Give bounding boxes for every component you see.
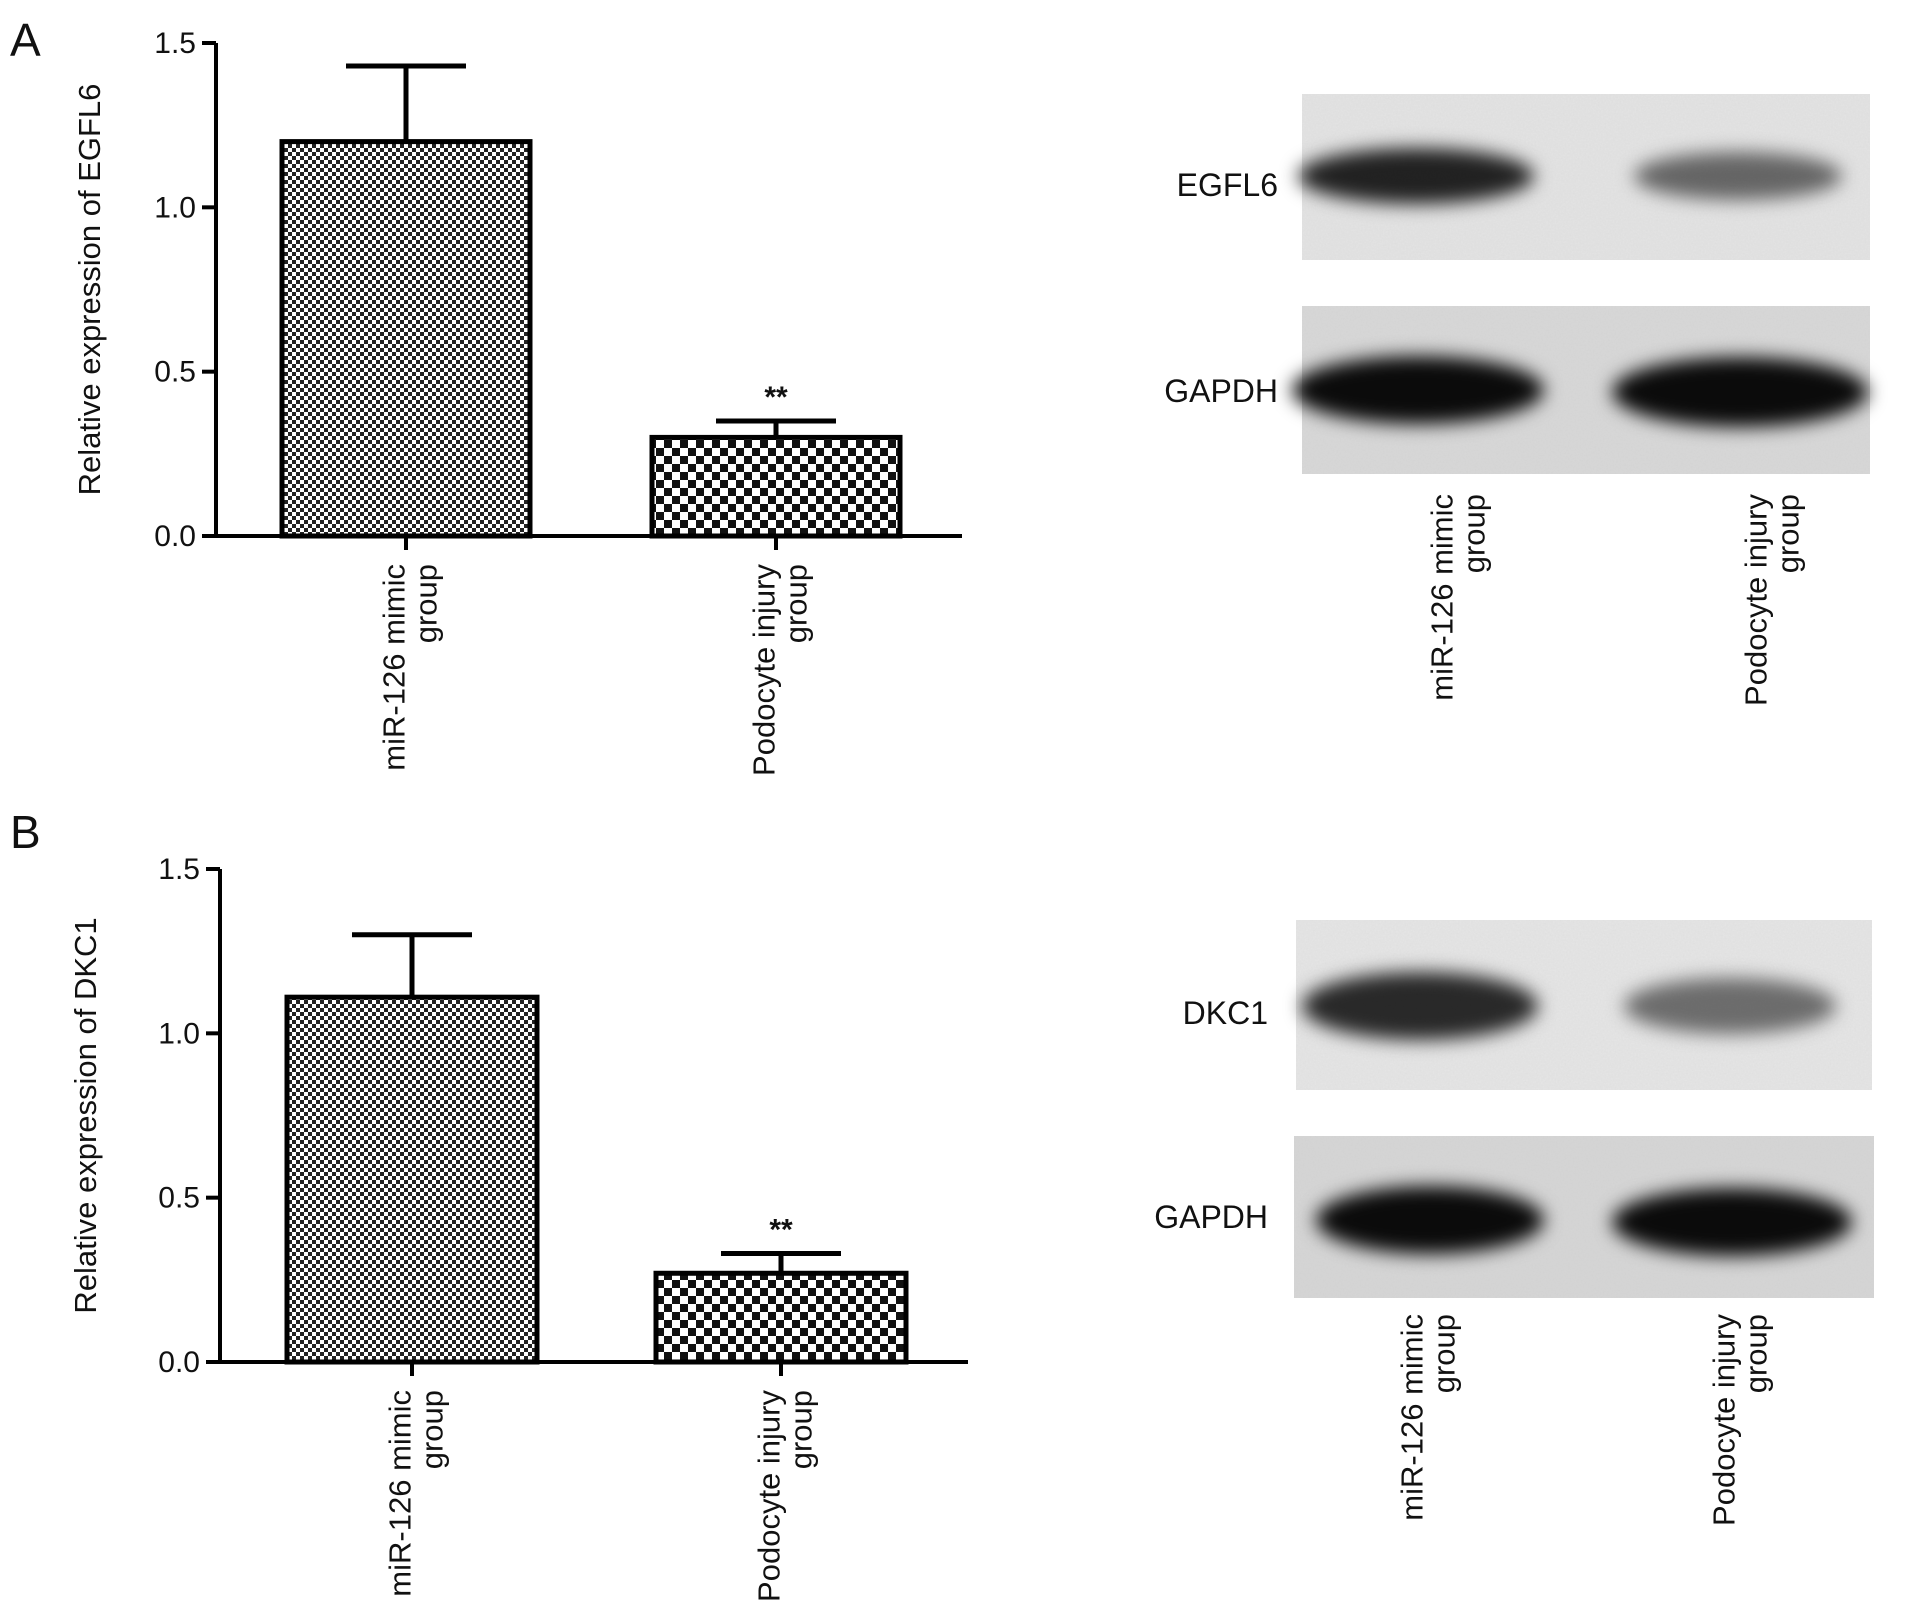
- x-tick-label-2-line1: Podocyte injury: [751, 1390, 786, 1602]
- band-gapdh-a-injury: [1612, 357, 1868, 427]
- blot-lane-label-a-injury-line1: Podocyte injury: [1738, 494, 1773, 706]
- band-egfl6-injury: [1634, 152, 1842, 200]
- y-axis-title: Relative expression of EGFL6: [72, 84, 107, 496]
- panel-letter-b: B: [10, 806, 41, 858]
- blot-label-egfl6: EGFL6: [1177, 167, 1278, 203]
- blot-label-gapdh-b: GAPDH: [1154, 1199, 1268, 1235]
- y-tick-label-3: 1.5: [154, 27, 196, 60]
- bar-1: [284, 994, 540, 1365]
- blot-lane-label-b-mimic: miR-126 mimic group: [1394, 1314, 1461, 1521]
- blot-strip-egfl6: [1298, 94, 1870, 260]
- y-tick-label-1: 0.5: [154, 356, 196, 389]
- x-tick-label-1-line1: miR-126 mimic: [376, 564, 411, 771]
- blot-strip-gapdh-a: [1292, 306, 1870, 474]
- blot-lane-label-b-mimic-line1: miR-126 mimic: [1394, 1314, 1429, 1521]
- blot-lane-label-b-injury-line1: Podocyte injury: [1706, 1314, 1741, 1526]
- x-tick-label-2-line2: group: [778, 564, 813, 643]
- blot-lane-label-a-mimic-line2: group: [1456, 494, 1491, 573]
- band-gapdh-b-mimic: [1316, 1186, 1544, 1254]
- blot-label-gapdh-a: GAPDH: [1164, 373, 1278, 409]
- western-blot-b: DKC1 GAPDH miR-126 mimic group Podocyte …: [1154, 920, 1874, 1526]
- x-tick-label-2-line2: group: [783, 1390, 818, 1469]
- x-tick-label-2-line1: Podocyte injury: [746, 564, 781, 776]
- blot-strip-dkc1: [1296, 920, 1872, 1090]
- blot-strip-gapdh-b: [1294, 1136, 1874, 1298]
- blot-lane-label-b-injury: Podocyte injury group: [1706, 1314, 1773, 1526]
- blot-lane-label-a-mimic-line1: miR-126 mimic: [1424, 494, 1459, 701]
- y-tick-label-0: 0.0: [154, 520, 196, 553]
- blot-lane-label-b-injury-line2: group: [1738, 1314, 1773, 1393]
- band-dkc1-mimic: [1302, 972, 1538, 1040]
- y-axis-title: Relative expression of DKC1: [68, 917, 103, 1313]
- y-tick-label-2: 1.0: [158, 1017, 200, 1050]
- x-tick-label-1-line2: group: [408, 564, 443, 643]
- y-tick-label-0: 0.0: [158, 1346, 200, 1379]
- bar-2: [649, 434, 903, 539]
- panel-letter-a: A: [10, 14, 41, 66]
- western-blot-a: EGFL6 GAPDH miR-126 mimic group Podocyte…: [1164, 94, 1870, 706]
- blot-lane-label-a-injury-line2: group: [1770, 494, 1805, 573]
- significance-label-2: **: [769, 1214, 793, 1247]
- blot-label-dkc1: DKC1: [1183, 995, 1268, 1031]
- band-gapdh-a-mimic: [1292, 356, 1544, 424]
- bar-1: [279, 139, 533, 539]
- y-tick-label-1: 0.5: [158, 1182, 200, 1215]
- x-tick-label-1-line1: miR-126 mimic: [382, 1390, 417, 1597]
- band-egfl6-mimic: [1298, 148, 1534, 204]
- y-tick-label-2: 1.0: [154, 191, 196, 224]
- band-dkc1-injury: [1624, 978, 1836, 1034]
- band-gapdh-b-injury: [1612, 1188, 1852, 1256]
- blot-lane-label-b-mimic-line2: group: [1426, 1314, 1461, 1393]
- bar-2: [653, 1270, 909, 1365]
- blot-lane-label-a-injury: Podocyte injury group: [1738, 494, 1805, 706]
- x-tick-label-1-line2: group: [414, 1390, 449, 1469]
- blot-lane-label-a-mimic: miR-126 mimic group: [1424, 494, 1491, 701]
- significance-label-2: **: [764, 381, 788, 414]
- y-tick-label-3: 1.5: [158, 853, 200, 886]
